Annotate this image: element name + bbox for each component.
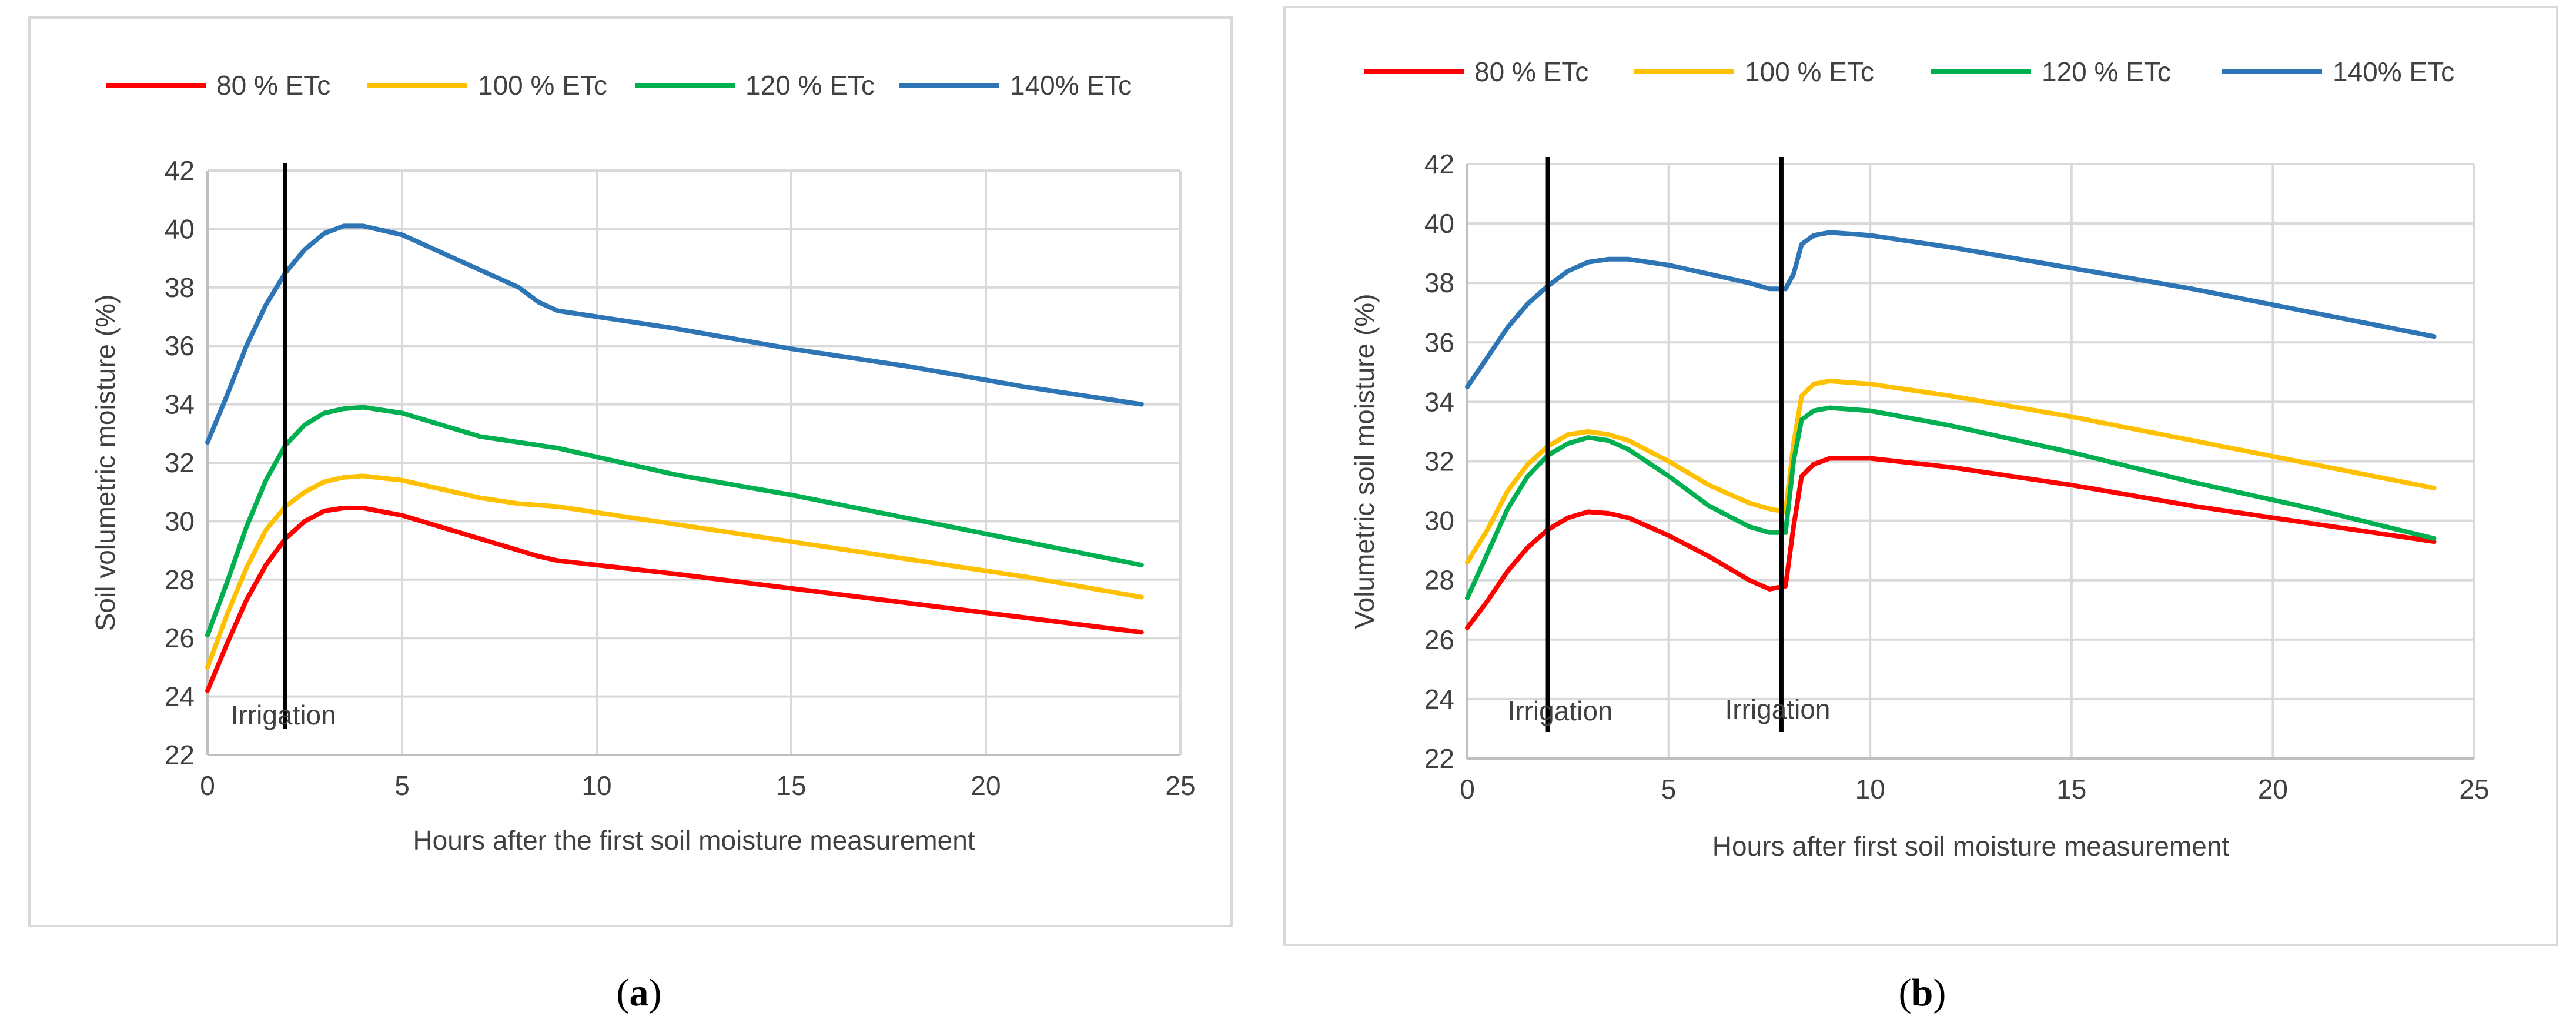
series-line-120-etc [1465, 405, 2437, 600]
y-tick-label: 30 [1424, 506, 1454, 536]
series-line-80-etc [1465, 456, 2437, 630]
y-tick-label: 26 [165, 623, 195, 653]
y-tick-label: 38 [1424, 268, 1454, 298]
irrigation-annotation: Irrigation [1725, 694, 1831, 724]
panel-label: (a) [617, 971, 662, 1014]
x-tick-label: 20 [2258, 774, 2288, 804]
x-tick-label: 0 [200, 770, 215, 801]
y-tick-label: 28 [1424, 565, 1454, 596]
x-tick-label: 0 [1460, 774, 1475, 804]
y-tick-label: 28 [165, 564, 195, 595]
y-tick-label: 40 [1424, 208, 1454, 239]
series-line-100-etc [1465, 379, 2437, 565]
x-tick-label: 5 [394, 770, 410, 801]
y-axis-title: Soil volumetric moisture (%) [90, 295, 121, 632]
y-tick-label: 34 [165, 389, 195, 420]
y-tick-label: 32 [1424, 446, 1454, 477]
y-tick-label: 22 [165, 740, 195, 770]
irrigation-annotation: Irrigation [231, 700, 336, 730]
legend-label: 140% ETc [1010, 70, 1132, 101]
y-tick-label: 30 [165, 506, 195, 536]
series-line-100-etc [205, 473, 1144, 670]
legend-label: 80 % ETc [216, 70, 330, 101]
x-tick-label: 25 [2459, 774, 2489, 804]
legend-label: 120 % ETc [2042, 56, 2171, 87]
x-tick-label: 5 [1661, 774, 1677, 804]
series-line-140-etc [1465, 230, 2437, 390]
x-tick-label: 15 [2056, 774, 2086, 804]
x-axis-title: Hours after first soil moisture measurem… [1712, 831, 2230, 861]
x-axis-title: Hours after the first soil moisture meas… [413, 825, 975, 856]
y-tick-label: 42 [1424, 149, 1454, 179]
y-tick-label: 38 [165, 272, 195, 303]
x-tick-label: 20 [971, 770, 1001, 801]
series-line-140-etc [205, 223, 1144, 445]
x-tick-label: 25 [1165, 770, 1195, 801]
legend-label: 80 % ETc [1474, 56, 1588, 87]
y-tick-label: 42 [165, 155, 195, 186]
chart-panel-a: 22 24 26 28 30 32 34 36 38 40 42 0 5 10 15 20 25 Hours af… [28, 16, 1233, 1014]
y-tick-label: 24 [165, 681, 195, 712]
chart-frame [28, 16, 1233, 927]
irrigation-annotation: Irrigation [1508, 696, 1613, 726]
x-tick-label: 10 [581, 770, 611, 801]
y-tick-label: 40 [165, 213, 195, 244]
y-tick-label: 22 [1424, 743, 1454, 774]
chart-panel-b: 22 24 26 28 30 32 34 36 38 40 42 0 5 10 15 20 25 Hours af… [1283, 6, 2558, 1014]
legend-label: 140% ETc [2333, 56, 2454, 87]
legend-label: 100 % ETc [478, 70, 607, 101]
x-tick-label: 15 [776, 770, 806, 801]
y-axis-title: Volumetric soil moisture (%) [1349, 293, 1380, 629]
panel-label: (b) [1899, 971, 1946, 1014]
legend-label: 100 % ETc [1745, 56, 1874, 87]
y-tick-label: 24 [1424, 684, 1454, 714]
y-tick-label: 36 [165, 330, 195, 361]
x-tick-label: 10 [1855, 774, 1885, 804]
y-tick-label: 34 [1424, 386, 1454, 417]
legend-label: 120 % ETc [745, 70, 875, 101]
series-line-80-etc [205, 506, 1144, 693]
series-line-120-etc [205, 405, 1144, 638]
y-tick-label: 26 [1424, 624, 1454, 655]
y-tick-label: 36 [1424, 327, 1454, 358]
y-tick-label: 32 [165, 447, 195, 478]
